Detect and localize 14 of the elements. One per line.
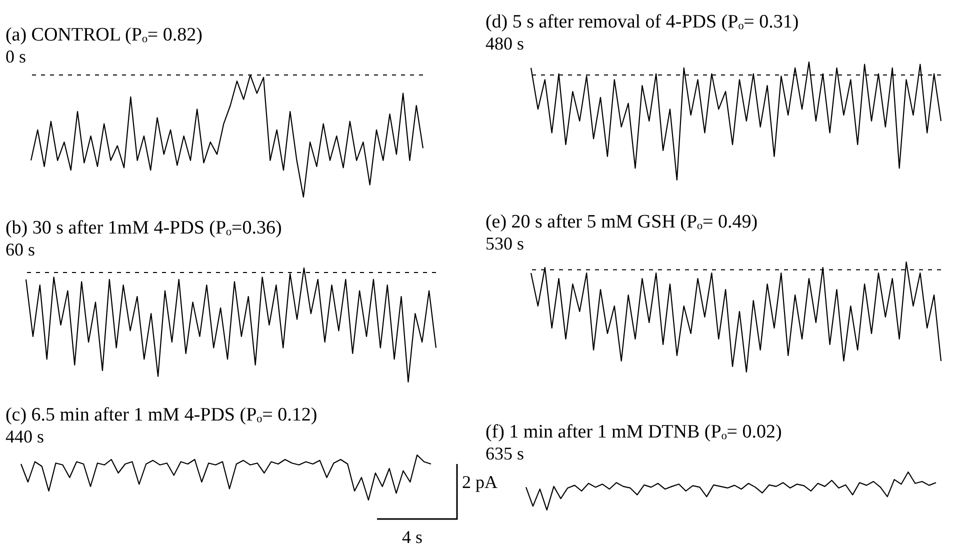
- chart-subtitle: 60 s: [5, 239, 35, 260]
- chart-title: (b) 30 s after 1mM 4-PDS (Pₒ=0.36): [5, 217, 282, 238]
- chart-subtitle: 0 s: [5, 46, 26, 66]
- text: 4 s: [402, 527, 423, 548]
- chart-title: (f) 1 min after 1 mM DTNB (Pₒ= 0.02): [485, 421, 782, 442]
- chart-subtitle: 480 s: [485, 33, 524, 54]
- chart-subtitle: 635 s: [485, 443, 524, 464]
- text: 2 pA: [462, 472, 498, 493]
- chart-subtitle: 530 s: [485, 233, 524, 254]
- chart-title: (e) 20 s after 5 mM GSH (Pₒ= 0.49): [485, 211, 758, 232]
- chart-title: (a) CONTROL (Pₒ= 0.82): [5, 24, 202, 46]
- chart-subtitle: 440 s: [5, 426, 44, 446]
- chart-title: (c) 6.5 min after 1 mM 4-PDS (Pₒ= 0.12): [5, 404, 318, 426]
- chart-title: (d) 5 s after removal of 4-PDS (Pₒ= 0.31): [485, 11, 799, 32]
